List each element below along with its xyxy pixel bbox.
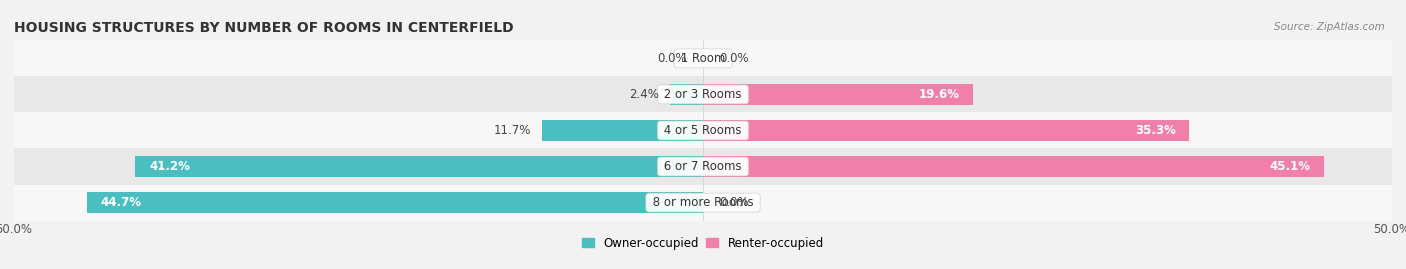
Bar [135, 156, 703, 177]
Bar [14, 76, 1392, 112]
Legend: Owner-occupied, Renter-occupied: Owner-occupied, Renter-occupied [578, 232, 828, 254]
Bar [14, 112, 1392, 148]
Text: 6 or 7 Rooms: 6 or 7 Rooms [661, 160, 745, 173]
Text: 41.2%: 41.2% [149, 160, 190, 173]
Text: 1 Room: 1 Room [676, 52, 730, 65]
Bar [703, 84, 973, 105]
Text: 19.6%: 19.6% [918, 88, 959, 101]
Text: HOUSING STRUCTURES BY NUMBER OF ROOMS IN CENTERFIELD: HOUSING STRUCTURES BY NUMBER OF ROOMS IN… [14, 21, 513, 35]
Text: 4 or 5 Rooms: 4 or 5 Rooms [661, 124, 745, 137]
Text: 0.0%: 0.0% [657, 52, 686, 65]
Bar [703, 156, 1324, 177]
Text: 2.4%: 2.4% [628, 88, 659, 101]
Text: 11.7%: 11.7% [494, 124, 531, 137]
Text: 0.0%: 0.0% [720, 196, 749, 209]
Text: 8 or more Rooms: 8 or more Rooms [648, 196, 758, 209]
Text: 44.7%: 44.7% [101, 196, 142, 209]
Bar [14, 148, 1392, 185]
Text: 0.0%: 0.0% [720, 52, 749, 65]
Text: 45.1%: 45.1% [1270, 160, 1310, 173]
Text: 35.3%: 35.3% [1135, 124, 1175, 137]
Bar [14, 40, 1392, 76]
Text: 2 or 3 Rooms: 2 or 3 Rooms [661, 88, 745, 101]
Text: Source: ZipAtlas.com: Source: ZipAtlas.com [1274, 22, 1385, 31]
Bar [703, 120, 1189, 141]
Bar [669, 84, 703, 105]
Bar [541, 120, 703, 141]
Bar [87, 192, 703, 213]
Bar [14, 185, 1392, 221]
